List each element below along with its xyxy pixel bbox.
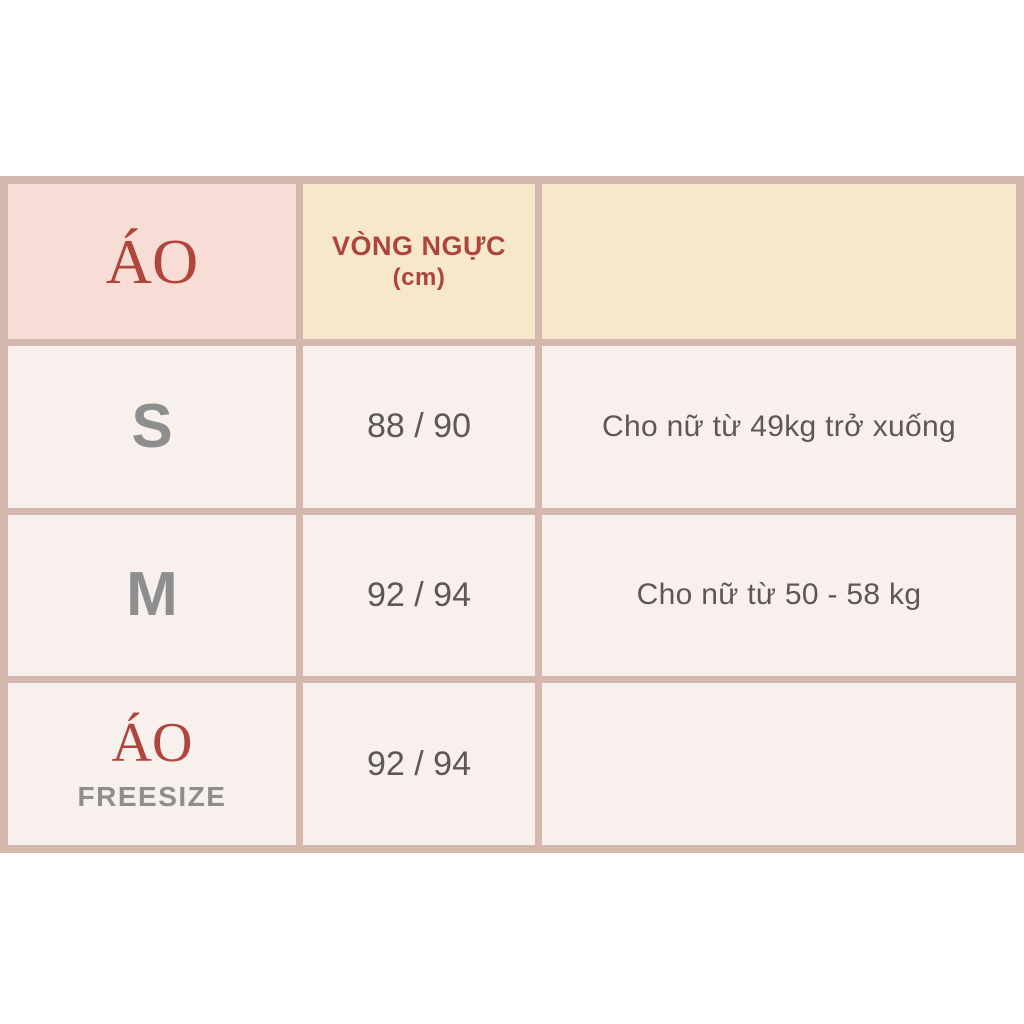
table-row-freesize-chest-cell: 92 / 94: [303, 683, 535, 845]
header-cell-chest: VÒNG NGỰC (cm): [303, 184, 535, 339]
chest-value-m: 92 / 94: [367, 575, 471, 614]
note-m: Cho nữ từ 50 - 58 kg: [636, 578, 922, 612]
table-row-m-note-cell: Cho nữ từ 50 - 58 kg: [542, 514, 1016, 677]
size-chart-table: ÁO VÒNG NGỰC (cm) S 88 / 90 Cho nữ từ 49…: [0, 176, 1024, 853]
table-row-s-size-cell: S: [8, 346, 296, 508]
size-label-freesize: FREESIZE: [77, 781, 227, 813]
size-label-s: S: [131, 391, 173, 461]
header-cell-product: ÁO: [8, 184, 296, 339]
table-row-m-chest-cell: 92 / 94: [303, 514, 535, 677]
product-label: ÁO: [105, 225, 199, 297]
size-label-m: M: [126, 560, 178, 630]
table-row-m-size-cell: M: [8, 514, 296, 677]
size-label-freesize-ao: ÁO: [111, 712, 193, 775]
header-cell-note: [542, 184, 1016, 339]
table-row-freesize-size-cell: ÁO FREESIZE: [8, 683, 296, 845]
note-s: Cho nữ từ 49kg trở xuống: [602, 409, 956, 443]
chest-value-s: 88 / 90: [367, 407, 471, 446]
table-row-freesize-note-cell: [542, 683, 1016, 845]
table-row-s-chest-cell: 88 / 90: [303, 346, 535, 508]
chest-header-label: VÒNG NGỰC: [332, 230, 506, 261]
table-row-s-note-cell: Cho nữ từ 49kg trở xuống: [542, 346, 1016, 508]
chest-header: VÒNG NGỰC (cm): [332, 230, 506, 294]
chest-value-freesize: 92 / 94: [367, 744, 471, 783]
chest-header-unit: (cm): [392, 264, 446, 292]
